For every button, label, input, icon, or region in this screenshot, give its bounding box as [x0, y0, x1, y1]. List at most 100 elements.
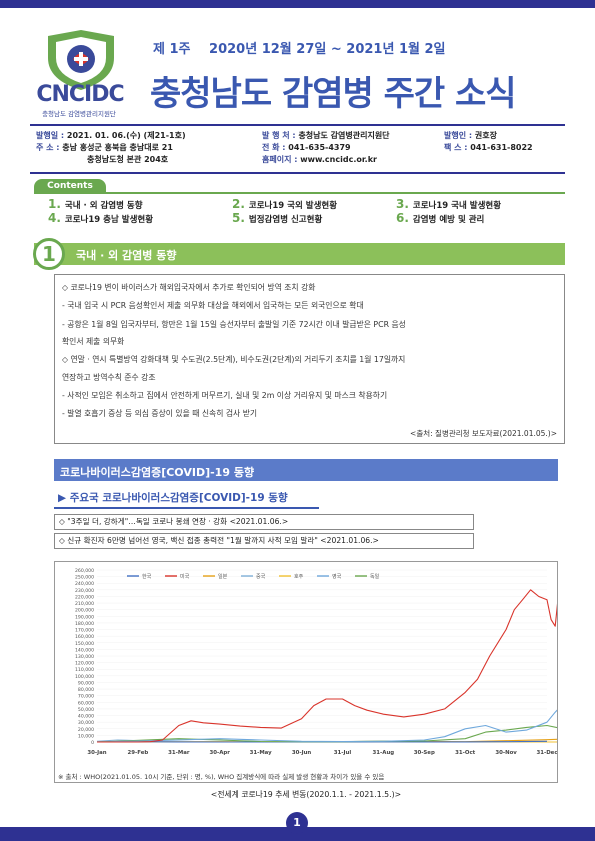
y-tick-label: 170,000 [75, 628, 94, 634]
pub-date-label: 발행일 : [36, 131, 65, 140]
meta-left: 발행일 : 2021. 01. 06.(수) (제21-1호) 주 소 : 충남… [36, 130, 186, 166]
toc-item-2[interactable]: 2. 코로나19 국외 발생현황 [232, 197, 337, 211]
series-line-2 [97, 582, 564, 743]
address-label: 주 소 : [36, 143, 60, 152]
logo-text: CNCIDC [36, 82, 124, 107]
y-tick-label: 210,000 [75, 601, 94, 607]
fax-value: 041-631-8022 [470, 143, 533, 152]
section1-header-bar [34, 243, 565, 265]
x-tick-label: 31-May [250, 750, 273, 756]
website-label: 홈페이지 : [262, 155, 298, 164]
legend-label: 미국 [180, 573, 190, 580]
website-link[interactable]: www.cncidc.or.kr [300, 155, 377, 164]
toc-number: 6. [396, 211, 409, 225]
chart-source-note: ※ 출처 : WHO(2021.01.05. 10시 기준, 단위 : 명, %… [58, 773, 385, 781]
section1-box [54, 274, 565, 444]
toc-label: 국내 · 외 감염병 동향 [64, 201, 143, 211]
legend-label: 독일 [370, 573, 380, 580]
y-tick-label: 20,000 [78, 727, 94, 733]
y-tick-label: 70,000 [78, 694, 94, 700]
news-item-2: ◇ 신규 확진자 6만명 넘어선 영국, 백신 접종 총력전 "1월 말까지 사… [54, 533, 474, 549]
toc-label: 코로나19 국내 발생현황 [412, 201, 502, 211]
y-tick-label: 50,000 [78, 707, 94, 713]
y-tick-label: 140,000 [75, 647, 94, 653]
section1-title: 국내 · 외 감염병 동향 [76, 249, 177, 262]
toc-item-6[interactable]: 6. 감염병 예방 및 관리 [396, 211, 484, 225]
news-item-1: ◇ "3주일 더, 강하게"…독일 코로나 봉쇄 연장 · 강화 <2021.0… [54, 514, 474, 530]
page-number: 1 [286, 812, 308, 834]
section1-source: <출처: 질병관리청 보도자료(2021.01.05.)> [410, 429, 557, 438]
toc-number: 4. [48, 211, 61, 225]
y-tick-label: 80,000 [78, 687, 94, 693]
toc-item-5[interactable]: 5. 법정감염병 신고현황 [232, 211, 322, 225]
y-tick-label: 100,000 [75, 674, 94, 680]
section2-subtitle: ▶ 주요국 코로나바이러스감염증[COVID]-19 동향 [58, 492, 288, 504]
x-tick-label: 31-Dec [536, 750, 557, 756]
y-tick-label: 220,000 [75, 594, 94, 600]
y-tick-label: 60,000 [78, 700, 94, 706]
toc-item-1[interactable]: 1. 국내 · 외 감염병 동향 [48, 197, 143, 211]
toc-number: 3. [396, 197, 409, 211]
section1-line-4: 확인서 제출 의무화 [62, 337, 125, 346]
series-line-6 [96, 703, 564, 743]
publisher-label: 발 행 처 : [262, 131, 296, 140]
y-tick-label: 90,000 [78, 680, 94, 686]
toc-label: 코로나19 국외 발생현황 [248, 201, 338, 211]
y-tick-label: 240,000 [75, 581, 94, 587]
x-tick-label: 31-Mar [168, 750, 190, 756]
y-tick-label: 250,000 [75, 575, 94, 581]
section1-line-2: - 국내 입국 시 PCR 음성확인서 제출 의무화 대상을 해외에서 입국하는… [62, 301, 364, 310]
y-tick-label: 160,000 [75, 634, 94, 640]
toc-number: 2. [232, 197, 245, 211]
section1-number: 1 [33, 238, 65, 270]
logo-subtext: 충청남도 감염병관리지원단 [42, 110, 116, 118]
y-tick-label: 110,000 [75, 667, 94, 673]
section2-title: 코로나바이러스감염증[COVID]-19 동향 [60, 466, 255, 479]
toc-label: 코로나19 충남 발생현황 [64, 215, 154, 225]
section1-line-6: 연장하고 방역수칙 준수 강조 [62, 373, 156, 382]
y-tick-label: 120,000 [75, 661, 94, 667]
x-tick-label: 31-Aug [373, 750, 395, 756]
section2-subtitle-underline [54, 507, 319, 509]
chart-frame: 0 10,000 20,000 30,000 40,000 50,000 60,000 70,… [54, 561, 564, 783]
toc-item-4[interactable]: 4. 코로나19 충남 발생현황 [48, 211, 153, 225]
fax-label: 팩 스 : [444, 143, 468, 152]
legend-label: 호주 [294, 574, 304, 580]
header-divider-bottom [30, 172, 565, 174]
series-line-7 [96, 724, 564, 743]
section2-header-bar [54, 459, 558, 481]
legend-label: 영국 [332, 573, 342, 580]
section1-line-7: - 사적인 모임은 취소하고 집에서 안전하게 머무르기, 실내 및 2m 이상… [62, 391, 388, 400]
y-tick-label: 180,000 [75, 621, 94, 627]
meta-middle: 발 행 처 : 충청남도 감염병관리지원단 전 화 : 041-635-4379… [262, 130, 390, 166]
x-tick-label: 30-Sep [414, 750, 435, 756]
bottom-bar [0, 827, 595, 841]
covid-trend-chart: 010,00020,00030,00040,00050,00060,00070,… [75, 568, 564, 756]
section1-line-5: ◇ 연말 · 연시 특별방역 강화대책 및 수도권(2.5단계), 비수도권(2… [62, 355, 406, 364]
phone-label: 전 화 : [262, 143, 286, 152]
y-tick-label: 190,000 [75, 614, 94, 620]
address-value-1: 충남 홍성군 홍북읍 충남대로 21 [62, 143, 173, 152]
x-tick-label: 30-Jan [87, 750, 106, 756]
meta-right: 발행인 : 권호장 팩 스 : 041-631-8022 [444, 130, 533, 154]
issuer-label: 발행인 : [444, 131, 473, 140]
y-tick-label: 150,000 [75, 641, 94, 647]
y-tick-label: 10,000 [78, 733, 94, 739]
top-bar [0, 0, 595, 8]
issue-dates: 2020년 12월 27일 ~ 2021년 1월 2일 [209, 42, 446, 57]
y-tick-label: 0 [91, 740, 94, 746]
header-divider-top [30, 124, 565, 126]
chart-caption: <전세계 코로나19 추세 변동(2020.1.1. - 2021.1.5.)> [210, 790, 402, 799]
y-tick-label: 200,000 [75, 608, 94, 614]
legend-label: 중국 [256, 574, 266, 580]
address-value-2: 충청남도청 본관 204호 [87, 155, 169, 164]
section1-line-8: - 발열 호흡기 증상 등 의심 증상이 있을 때 신속히 검사 받기 [62, 409, 258, 418]
phone-value: 041-635-4379 [288, 143, 351, 152]
toc-number: 1. [48, 197, 61, 211]
pub-date-value: 2021. 01. 06.(수) (제21-1호) [66, 131, 186, 140]
toc-label: 법정감염병 신고현황 [248, 215, 323, 225]
x-tick-label: 29-Feb [128, 750, 149, 756]
section1-line-3: - 공항은 1월 8일 입국자부터, 항만은 1월 15일 승선자부터 출발일 … [62, 320, 406, 329]
toc-item-3[interactable]: 3. 코로나19 국내 발생현황 [396, 197, 501, 211]
publisher-value: 충청남도 감염병관리지원단 [298, 131, 390, 140]
